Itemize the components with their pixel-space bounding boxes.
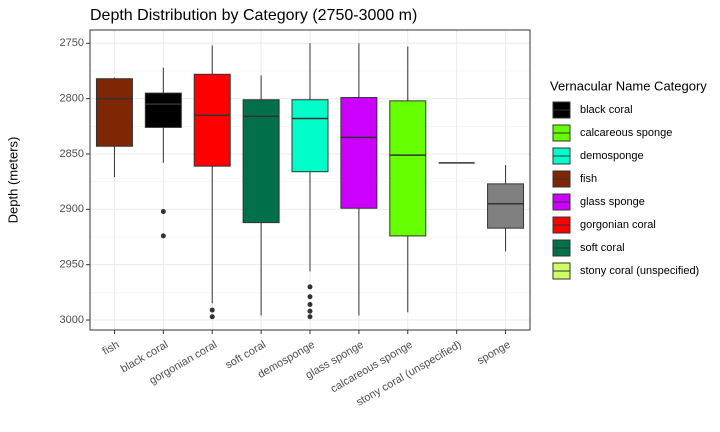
legend-label: black coral [580, 104, 633, 116]
box [389, 100, 427, 237]
outlier [307, 308, 313, 314]
y-axis-title: Depth (meters) [5, 137, 20, 224]
x-tick-label: fish [101, 339, 122, 358]
legend-label: gorgonian coral [580, 219, 656, 231]
outlier [160, 209, 166, 215]
legend-title: Vernacular Name Category [550, 78, 707, 93]
box [340, 97, 378, 209]
x-tick-label: calcareous sponge [329, 339, 415, 396]
legend-label: demosponge [580, 150, 644, 162]
y-tick-label: 3000 [60, 314, 84, 326]
y-tick-label: 2900 [60, 203, 84, 215]
x-tick-label: sponge [475, 339, 512, 367]
plot-border [89, 29, 531, 331]
outlier [307, 284, 313, 290]
legend-label: glass sponge [580, 196, 645, 208]
legend-label: fish [580, 173, 597, 185]
box [487, 183, 525, 229]
y-tick-label: 2750 [60, 37, 84, 49]
outlier [307, 294, 313, 300]
y-tick-label: 2800 [60, 93, 84, 105]
legend-label: calcareous sponge [580, 127, 672, 139]
box [144, 92, 182, 128]
legend-label: stony coral (unspecified) [580, 265, 699, 277]
outlier [209, 307, 215, 313]
box [291, 99, 329, 173]
box [95, 78, 133, 147]
y-tick-label: 2850 [60, 148, 84, 160]
outlier [160, 233, 166, 239]
outlier [307, 302, 313, 308]
box [242, 99, 280, 224]
outlier [307, 314, 313, 320]
box [193, 73, 231, 167]
outlier [209, 314, 215, 320]
y-tick-label: 2950 [60, 259, 84, 271]
legend-label: soft coral [580, 242, 625, 254]
chart-title: Depth Distribution by Category (2750-300… [90, 7, 417, 24]
